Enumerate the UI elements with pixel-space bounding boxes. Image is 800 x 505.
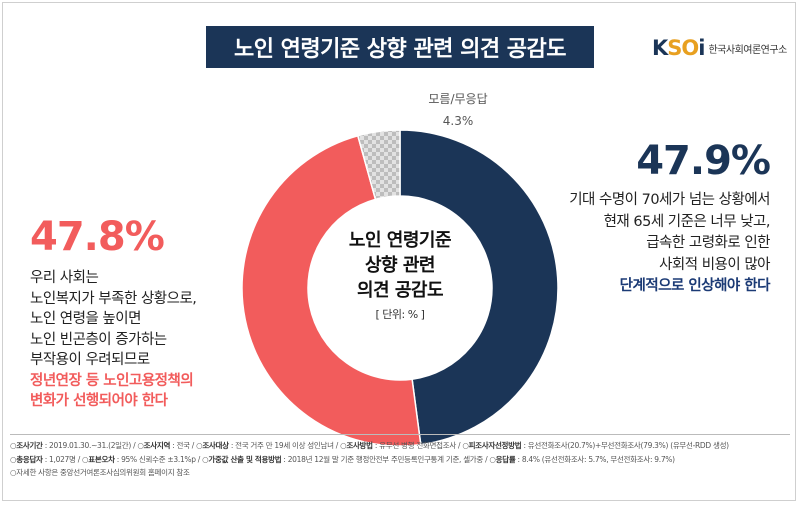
footer-key: 조사대상: [202, 441, 229, 450]
footer-note: 자세한 사항은 중앙선거여론조사심의위원회 홈페이지 참조: [16, 468, 190, 477]
footer-value: : 전국 거주 만 19세 이상 성인남녀 /: [228, 441, 341, 450]
center-line-1: 노인 연령기준: [348, 230, 452, 251]
footer-value: : 유선전화조사(20.7%)+무선전화조사(79.3%) (유무선-RDD 생…: [521, 441, 729, 450]
chart-title: 노인 연령기준 상향 관련 의견 공감도: [206, 26, 594, 68]
footer-key: 표본오차: [88, 454, 115, 464]
center-label: 노인 연령기준 상향 관련 의견 공감도 [ 단위: % ]: [310, 228, 490, 323]
left-line-5: 부작용이 우려되므로: [30, 352, 150, 368]
logo-mark-k: K: [652, 36, 668, 60]
right-description: 기대 수명이 70세가 넘는 상황에서 현재 65세 기준은 너무 낮고, 급속…: [520, 190, 770, 298]
center-line-2: 상향 관련: [364, 255, 436, 276]
footer-value: : 95% 신뢰수준 ±3.1%p /: [114, 454, 203, 464]
logo-mark: KSOi: [652, 36, 706, 60]
footer-row-3: ○자세한 사항은 중앙선거여론조사심의위원회 홈페이지 참조: [10, 468, 190, 477]
left-percentage: 47.8%: [30, 214, 165, 260]
left-line-3: 노인 연령을 높이면: [30, 311, 141, 327]
right-percentage: 47.9%: [636, 138, 771, 184]
donut-slice-1: [399, 129, 559, 446]
footer-value: : 2018년 12월 말 기준 행정안전부 주민등록인구통계 기준, 셀가중 …: [281, 454, 490, 464]
survey-footer: ○조사기간 : 2019.01.30.~31.(2일간) / ○조사지역 : 전…: [10, 434, 790, 480]
logo-mark-so: SO: [667, 36, 699, 60]
footer-value: : 전국 /: [170, 441, 197, 450]
left-description: 우리 사회는 노인복지가 부족한 상황으로, 노인 연령을 높이면 노인 빈곤층…: [30, 268, 280, 412]
unknown-pct: 4.3%: [442, 114, 474, 128]
footer-value: : 2019.01.30.~31.(2일간) /: [42, 441, 138, 450]
left-highlight-1: 정년연장 등 노인고용정책의: [30, 372, 194, 389]
footer-value: : 8.4% (유선전화조사: 5.7%, 무선전화조사: 9.7%): [515, 454, 676, 464]
left-line-1: 우리 사회는: [30, 270, 99, 286]
logo-mark-i: i: [698, 36, 705, 60]
unknown-label: 모름/무응답: [428, 92, 488, 106]
footer-key: 피조사자선정방법: [468, 441, 522, 450]
footer-value: : 1,027명 /: [42, 454, 83, 464]
left-highlight-2: 변화가 선행되어야 한다: [30, 393, 168, 409]
right-highlight: 단계적으로 인상해야 한다: [619, 278, 771, 294]
footer-key: 조사방법: [346, 441, 373, 450]
right-line-1: 기대 수명이 70세가 넘는 상황에서: [569, 192, 770, 208]
ksoi-logo: KSOi 한국사회여론연구소: [652, 36, 787, 60]
footer-key: 응답률: [495, 454, 516, 464]
footer-value: : 유무선 병행 전화면접조사 /: [372, 441, 463, 450]
footer-key: 가중값 산출 및 적용방법: [208, 454, 282, 464]
donut-slice-2: [241, 134, 422, 447]
footer-row-2: ○총응답자 : 1,027명 / ○표본오차 : 95% 신뢰수준 ±3.1%p…: [10, 454, 676, 464]
left-line-4: 노인 빈곤층이 증가하는: [30, 331, 167, 348]
footer-key: 조사지역: [143, 441, 171, 450]
left-line-2: 노인복지가 부족한 상황으로,: [30, 290, 197, 307]
right-line-2: 현재 65세 기준은 너무 낮고,: [603, 213, 771, 230]
right-line-4: 사회적 비용이 많아: [659, 256, 770, 273]
donut-slice-3: [356, 129, 401, 201]
footer-row-1: ○조사기간 : 2019.01.30.~31.(2일간) / ○조사지역 : 전…: [10, 441, 729, 450]
center-line-3: 의견 공감도: [356, 280, 444, 301]
unit-label: [ 단위: % ]: [375, 308, 425, 321]
logo-text: 한국사회여론연구소: [708, 44, 787, 56]
unknown-annotation: 모름/무응답 4.3%: [418, 88, 498, 132]
footer-key: 총응답자: [16, 454, 43, 464]
footer-key: 조사기간: [16, 441, 43, 450]
right-line-3: 급속한 고령화로 인한: [646, 235, 770, 251]
